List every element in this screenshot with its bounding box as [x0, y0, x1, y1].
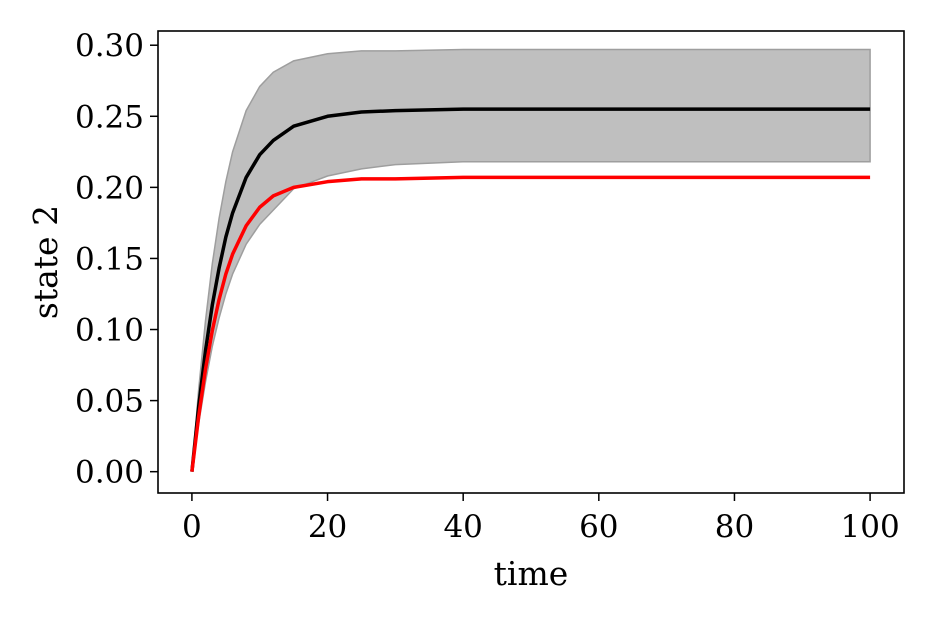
- x-tick-label: 40: [443, 509, 482, 545]
- series-line-2: [190, 175, 871, 472]
- x-axis: 0 20 40 60 80 100: [182, 493, 900, 545]
- x-axis-label: time: [494, 554, 569, 593]
- x-tick-label: 0: [182, 509, 202, 545]
- y-axis-label: state 2: [26, 205, 65, 319]
- y-axis: 0.00 0.05 0.10 0.15 0.20 0.25 0.30: [75, 28, 158, 491]
- uncertainty-band: [191, 48, 871, 472]
- axes-frame: [157, 30, 905, 494]
- y-tick-label: 0.00: [75, 455, 144, 491]
- y-tick-label: 0.15: [75, 241, 144, 277]
- x-tick-label: 60: [579, 509, 618, 545]
- x-tick-label: 100: [841, 509, 900, 545]
- x-tick-label: 20: [308, 509, 347, 545]
- y-tick-label: 0.30: [75, 28, 144, 64]
- x-tick-label: 80: [715, 509, 754, 545]
- y-tick-label: 0.20: [75, 170, 144, 206]
- y-tick-label: 0.05: [75, 384, 144, 420]
- series-line-1: [190, 107, 871, 472]
- y-tick-label: 0.25: [75, 99, 144, 135]
- y-tick-label: 0.10: [75, 313, 144, 349]
- plot-area: [190, 48, 871, 472]
